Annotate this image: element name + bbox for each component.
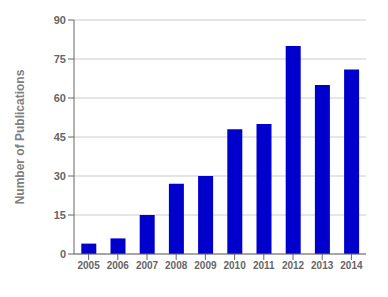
svg-text:15: 15 [54, 209, 66, 221]
svg-text:2013: 2013 [311, 260, 334, 271]
svg-text:2007: 2007 [136, 260, 159, 271]
svg-text:2008: 2008 [165, 260, 188, 271]
svg-text:2006: 2006 [107, 260, 130, 271]
svg-text:2005: 2005 [77, 260, 100, 271]
svg-text:60: 60 [54, 92, 66, 104]
svg-text:2011: 2011 [253, 260, 275, 271]
svg-text:90: 90 [54, 14, 66, 26]
svg-text:Number of Publications: Number of Publications [13, 69, 27, 204]
svg-text:30: 30 [54, 170, 66, 182]
svg-text:2009: 2009 [194, 260, 217, 271]
svg-text:2010: 2010 [223, 260, 246, 271]
svg-text:45: 45 [54, 131, 66, 143]
svg-text:2012: 2012 [282, 260, 305, 271]
svg-text:75: 75 [54, 53, 66, 65]
svg-text:0: 0 [60, 248, 66, 260]
svg-text:2014: 2014 [340, 260, 363, 271]
